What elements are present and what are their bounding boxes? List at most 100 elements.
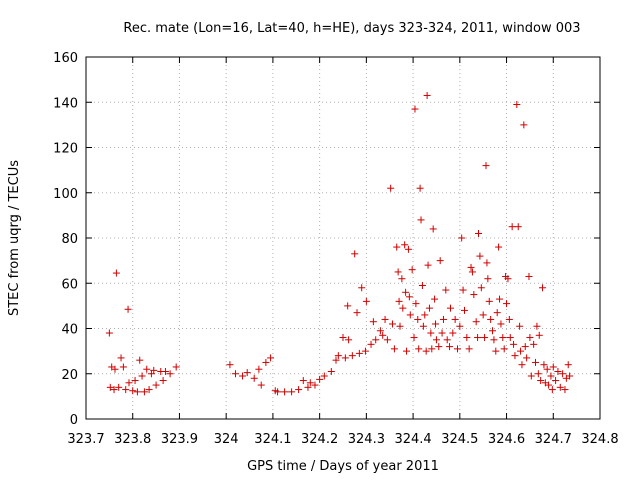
data-point bbox=[361, 347, 369, 355]
data-point bbox=[419, 322, 427, 330]
data-point bbox=[505, 315, 513, 323]
y-axis-label: STEC from uqrg / TECUs bbox=[7, 160, 22, 316]
data-point bbox=[133, 388, 141, 396]
data-point bbox=[506, 334, 514, 342]
data-point bbox=[395, 297, 403, 305]
data-point bbox=[393, 243, 401, 251]
data-point bbox=[358, 284, 366, 292]
data-point bbox=[511, 352, 519, 360]
data-point bbox=[136, 356, 144, 364]
data-point bbox=[497, 320, 505, 328]
data-point bbox=[110, 386, 118, 394]
data-point bbox=[288, 388, 296, 396]
data-point bbox=[119, 363, 127, 371]
x-tick-label: 324.6 bbox=[488, 432, 525, 447]
data-point bbox=[418, 282, 426, 290]
data-point bbox=[281, 388, 289, 396]
data-point bbox=[403, 347, 411, 355]
data-point bbox=[432, 320, 440, 328]
data-point bbox=[341, 354, 349, 362]
data-point bbox=[295, 386, 303, 394]
data-point bbox=[161, 367, 169, 375]
data-point bbox=[556, 383, 564, 391]
x-axis-label: GPS time / Days of year 2011 bbox=[247, 459, 439, 474]
data-point bbox=[442, 286, 450, 294]
data-point bbox=[453, 345, 461, 353]
data-point bbox=[311, 381, 319, 389]
data-point bbox=[510, 340, 518, 348]
data-point bbox=[481, 334, 489, 342]
data-point bbox=[474, 334, 482, 342]
data-point bbox=[526, 334, 534, 342]
data-point bbox=[537, 377, 545, 385]
y-tick-label: 120 bbox=[53, 142, 78, 157]
data-point bbox=[467, 263, 475, 271]
data-point bbox=[383, 336, 391, 344]
data-point bbox=[543, 365, 551, 373]
data-point bbox=[520, 121, 528, 129]
data-point bbox=[500, 345, 508, 353]
data-point bbox=[131, 377, 139, 385]
y-tick-label: 80 bbox=[61, 232, 78, 247]
data-point bbox=[138, 372, 146, 380]
data-point bbox=[320, 372, 328, 380]
data-point bbox=[422, 347, 430, 355]
data-point bbox=[166, 370, 174, 378]
data-point bbox=[495, 243, 503, 251]
x-tick-label: 324.8 bbox=[581, 432, 618, 447]
data-point bbox=[554, 367, 562, 375]
data-point bbox=[145, 386, 153, 394]
data-point bbox=[482, 162, 490, 170]
x-tick-label: 323.8 bbox=[114, 432, 151, 447]
data-point bbox=[428, 345, 436, 353]
x-tick-label: 324.3 bbox=[348, 432, 385, 447]
data-point bbox=[485, 297, 493, 305]
data-point bbox=[410, 334, 418, 342]
data-point bbox=[521, 343, 529, 351]
data-point bbox=[525, 272, 533, 280]
data-point bbox=[514, 223, 522, 231]
data-point bbox=[535, 331, 543, 339]
data-point bbox=[564, 361, 572, 369]
data-point bbox=[226, 361, 234, 369]
data-point bbox=[394, 268, 402, 276]
axis-ticks: 323.7 323.8 323.9 324 324.1 324.2 324.3 324.4 32… bbox=[53, 51, 618, 447]
data-point bbox=[470, 291, 478, 299]
data-point bbox=[405, 293, 413, 301]
data-point bbox=[468, 268, 476, 276]
x-tick-label: 324.4 bbox=[394, 432, 431, 447]
data-point bbox=[432, 336, 440, 344]
data-point bbox=[472, 318, 480, 326]
data-point bbox=[493, 309, 501, 317]
data-point bbox=[446, 343, 454, 351]
data-point bbox=[112, 269, 120, 277]
x-tick-label: 324.1 bbox=[254, 432, 291, 447]
data-point bbox=[404, 245, 412, 253]
data-point bbox=[367, 340, 375, 348]
data-point bbox=[122, 386, 130, 394]
data-point bbox=[344, 302, 352, 310]
data-point bbox=[463, 334, 471, 342]
data-point bbox=[517, 347, 525, 355]
data-point bbox=[513, 101, 521, 109]
data-point bbox=[561, 386, 569, 394]
data-point bbox=[262, 358, 270, 366]
data-point bbox=[406, 311, 414, 319]
data-point bbox=[408, 266, 416, 274]
data-point bbox=[484, 275, 492, 283]
data-point bbox=[152, 381, 160, 389]
data-point bbox=[381, 315, 389, 323]
data-point bbox=[159, 377, 167, 385]
data-point bbox=[487, 315, 495, 323]
data-point bbox=[548, 386, 556, 394]
data-point bbox=[540, 361, 548, 369]
data-point bbox=[431, 295, 439, 303]
data-point bbox=[527, 372, 535, 380]
data-point bbox=[451, 315, 459, 323]
data-point bbox=[423, 91, 431, 99]
data-point bbox=[334, 352, 342, 360]
y-tick-label: 140 bbox=[53, 96, 78, 111]
data-point bbox=[376, 327, 384, 335]
data-point bbox=[239, 372, 247, 380]
data-point bbox=[115, 383, 123, 391]
